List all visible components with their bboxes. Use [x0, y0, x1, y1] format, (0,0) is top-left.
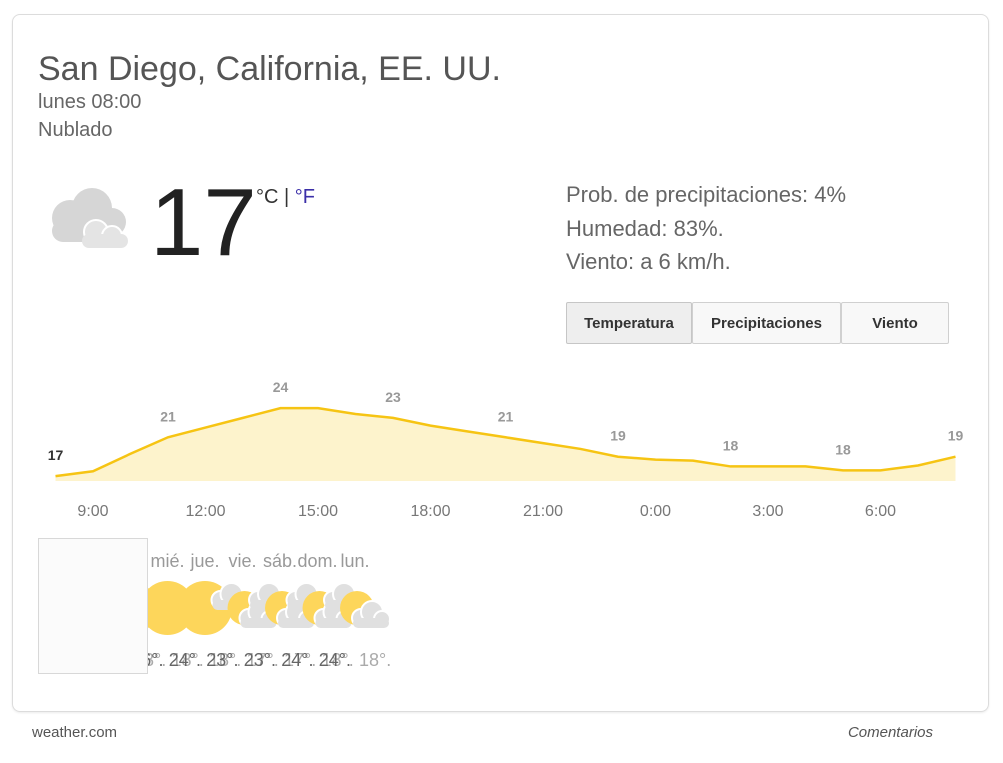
cloud-part: [353, 618, 389, 628]
high-temp: 24°.: [319, 650, 351, 670]
x-tick-label: 9:00: [77, 503, 108, 520]
weather-card: [12, 14, 989, 712]
day-label: dom.: [297, 551, 337, 571]
value-label: 23: [385, 389, 401, 405]
unit-separator: |: [284, 186, 290, 208]
area: [55, 408, 956, 481]
value-label: 24: [273, 379, 289, 395]
low-temp: 17°.: [284, 650, 316, 670]
weather-icon: [323, 582, 391, 628]
condition: Nublado: [38, 119, 113, 141]
x-tick-label: 21:00: [523, 503, 563, 520]
feedback-link[interactable]: Comentarios: [847, 724, 933, 741]
tab-button[interactable]: Viento: [841, 302, 949, 344]
day-label: jue.: [189, 551, 219, 571]
current-temperature: 17: [150, 169, 257, 276]
high-temp: 24°.: [281, 650, 313, 670]
detail: Prob. de precipitaciones: 4%: [566, 182, 847, 207]
high-temp: 23°.: [206, 650, 238, 670]
tab-button[interactable]: Precipitaciones: [692, 302, 841, 344]
time: lunes 08:00: [38, 91, 142, 113]
value-label: 19: [610, 428, 626, 444]
tab-button[interactable]: Temperatura: [566, 302, 692, 344]
low-temp: 18°.: [172, 650, 204, 670]
x-tick-label: 0:00: [640, 503, 671, 520]
high-temp: 24°.: [169, 650, 201, 670]
selected-day: [38, 538, 148, 674]
weather-icon: [140, 581, 195, 635]
cloud-part: [278, 618, 314, 628]
day-label: mié.: [150, 551, 184, 571]
value-label: 18: [835, 441, 851, 457]
value-label: 21: [498, 408, 514, 424]
value-label: 17: [48, 447, 64, 463]
sun: [140, 581, 195, 635]
cloud-part: [240, 618, 277, 628]
low-temp: 17°.: [247, 650, 279, 670]
x-tick-label: 3:00: [752, 503, 783, 520]
detail: Humedad: 83%.: [566, 216, 724, 241]
location: San Diego, California, EE. UU.: [38, 50, 501, 88]
value-label: 19: [948, 428, 964, 444]
low-temp: 18°.: [359, 650, 391, 670]
x-tick-label: 18:00: [410, 503, 450, 520]
detail: Viento: a 6 km/h.: [566, 249, 731, 274]
low-temp: 18°.: [322, 650, 354, 670]
value-label: 18: [723, 437, 739, 453]
source-link[interactable]: weather.com: [32, 724, 118, 741]
cloud-part: [315, 618, 352, 628]
x-tick-label: 6:00: [865, 503, 896, 520]
current-cloud-icon: [52, 188, 128, 248]
x-tick-label: 12:00: [185, 503, 225, 520]
unit-celsius: °C: [256, 186, 279, 208]
line: [55, 406, 956, 478]
day-label: vie.: [228, 551, 256, 571]
high-temp: 23°.: [244, 650, 276, 670]
x-tick-label: 15:00: [298, 503, 338, 520]
units: °C | °F: [256, 186, 315, 209]
value-label: 21: [160, 408, 176, 424]
day-label: sáb.: [263, 551, 297, 571]
day-label: lun.: [340, 551, 369, 571]
low-temp: 18°.: [209, 650, 241, 670]
unit-fahrenheit[interactable]: °F: [294, 186, 315, 208]
